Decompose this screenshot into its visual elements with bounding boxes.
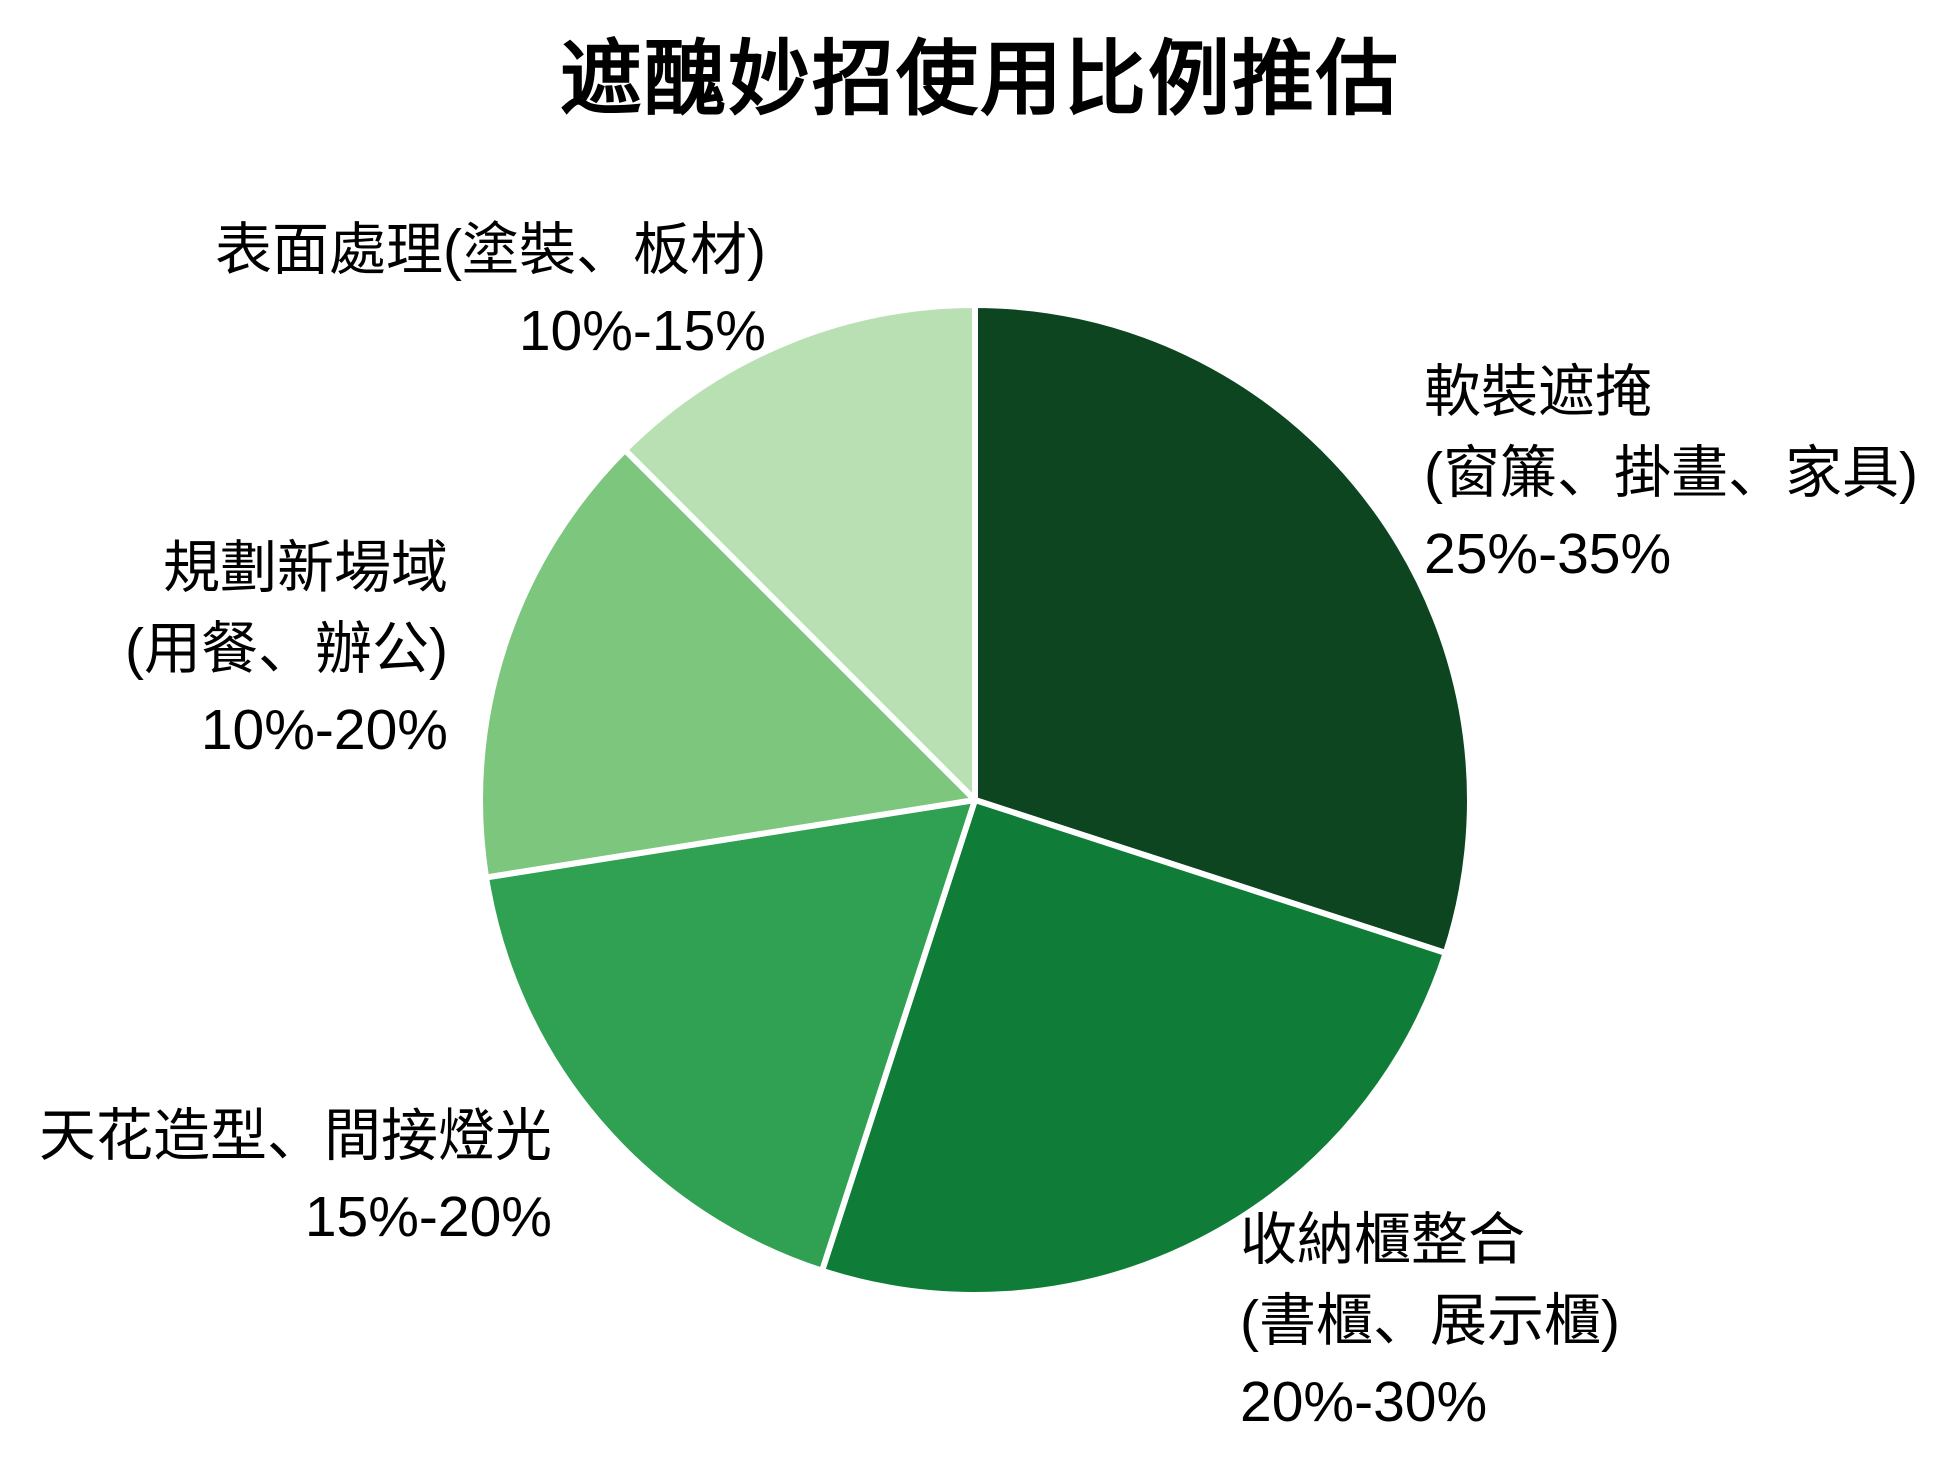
slice-label: 天花造型、間接燈光	[39, 1104, 552, 1168]
slice-sublabel: (用餐、辦公)	[125, 616, 448, 681]
pie-slice-new-zone-planning	[477, 446, 978, 881]
slice-range: 25%-35%	[1424, 521, 1672, 586]
label-surface-treatment: 表面處理(塗裝、板材) 10%-15%	[215, 210, 766, 372]
pie-slice-ceiling-design-indirect-lighting	[483, 797, 978, 1274]
slice-label: 收納櫃整合	[1240, 1208, 1525, 1272]
slice-label: 軟裝遮掩	[1424, 360, 1652, 424]
slice-sublabel: (書櫃、展示櫃)	[1240, 1288, 1620, 1353]
pie-slice-surface-treatment	[621, 302, 978, 803]
chart-title: 遮醜妙招使用比例推估	[559, 34, 1400, 125]
label-ceiling-design-indirect-lighting: 天花造型、間接燈光 15%-20%	[39, 1096, 552, 1258]
label-new-zone-planning: 規劃新場域 (用餐、辦公) 10%-20%	[125, 528, 448, 771]
label-storage-cabinet-integration: 收納櫃整合 (書櫃、展示櫃) 20%-30%	[1240, 1200, 1620, 1443]
pie-slice-soft-decor-cover	[972, 302, 1473, 956]
pie-slice-storage-cabinet-integration	[819, 797, 1449, 1298]
slice-sublabel: (窗簾、掛畫、家具)	[1424, 440, 1918, 505]
slice-label: 規劃新場域	[163, 536, 448, 600]
label-soft-decor-cover: 軟裝遮掩 (窗簾、掛畫、家具) 25%-35%	[1424, 352, 1918, 595]
slice-label: 表面處理(塗裝、板材)	[215, 218, 766, 282]
slice-range: 15%-20%	[304, 1184, 552, 1249]
slice-range: 20%-30%	[1240, 1369, 1488, 1434]
slice-range: 10%-15%	[518, 298, 766, 363]
slice-range: 10%-20%	[200, 697, 448, 762]
